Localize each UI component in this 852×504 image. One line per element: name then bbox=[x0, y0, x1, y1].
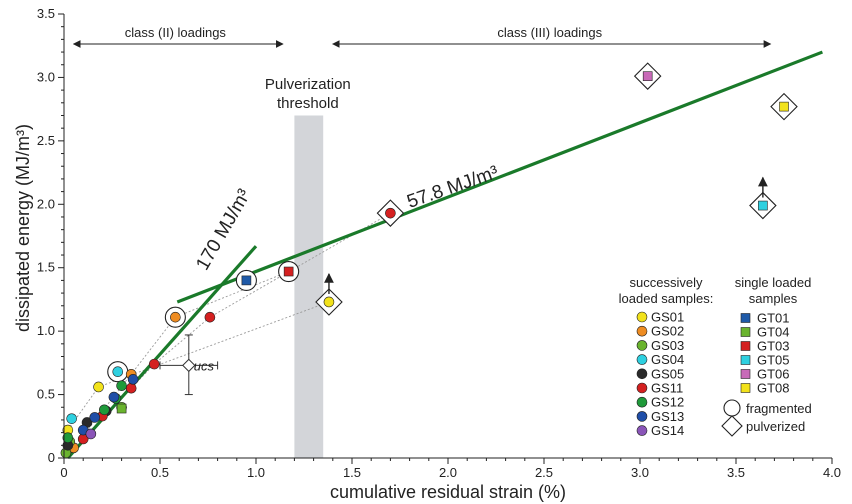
ucs-label: ucs bbox=[194, 358, 215, 373]
legend-label-gt05: GT05 bbox=[757, 353, 790, 368]
legend-label-gt03: GT03 bbox=[757, 339, 790, 354]
y-tick-label-0: 0 bbox=[48, 450, 55, 465]
y-tick-label-1: 0.5 bbox=[37, 387, 55, 402]
legend-label-gs13: GS13 bbox=[651, 409, 684, 424]
axes: 0 0.5 1.0 1.5 2.0 2.5 3.0 3.5 4.0 0 0.5 1.0 1.5 2.0 2.… bbox=[13, 6, 841, 502]
legend-swatch-gt03 bbox=[740, 341, 751, 351]
y-tick-label-7: 3.5 bbox=[37, 6, 55, 21]
legend-successive-title-2: loaded samples: bbox=[619, 291, 714, 306]
y-tick-label-3: 1.5 bbox=[37, 260, 55, 275]
legend-fragmented-label: fragmented bbox=[746, 401, 812, 416]
y-tick-label-2: 1.0 bbox=[37, 323, 55, 338]
legend-pulverized-swatch bbox=[721, 415, 743, 437]
point-gs11-3 bbox=[148, 358, 160, 370]
y-tick-label-6: 3.0 bbox=[37, 69, 55, 84]
legend-label-gt06: GT06 bbox=[757, 367, 790, 382]
trend-line-2 bbox=[176, 50, 823, 304]
trend-lines bbox=[66, 50, 823, 460]
legend-successive-title-1: successively bbox=[630, 275, 703, 290]
x-tick-label-0: 0 bbox=[60, 465, 67, 480]
point-gs01-2 bbox=[323, 296, 335, 308]
legend-swatch-gt08 bbox=[740, 383, 751, 393]
legend-label-gt04: GT04 bbox=[757, 325, 790, 340]
legend-swatch-gs03 bbox=[636, 340, 648, 351]
legend-label-gs11: GS11 bbox=[651, 381, 683, 396]
point-gs04-1 bbox=[112, 366, 124, 378]
slope-label-1: 170 MJ/m³ bbox=[192, 186, 255, 274]
legend-swatch-gs02 bbox=[636, 325, 648, 337]
legend-single-title-2: samples bbox=[749, 291, 798, 306]
legend-swatch-gt04 bbox=[740, 327, 751, 337]
point-gs11-2 bbox=[125, 382, 137, 394]
legend-label-gs02: GS02 bbox=[651, 324, 684, 339]
legend-swatch-gs11 bbox=[636, 382, 648, 394]
legend-fragmented-swatch bbox=[723, 399, 741, 417]
point-gt06-0 bbox=[642, 71, 653, 81]
legend-swatch-gs14 bbox=[636, 425, 648, 436]
legend-label-gs01: GS01 bbox=[651, 310, 684, 325]
y-tick-label-5: 2.5 bbox=[37, 133, 55, 148]
x-tick-label-7: 3.5 bbox=[727, 465, 745, 480]
legend-swatch-gs01 bbox=[636, 311, 648, 323]
ucs-diamond bbox=[182, 358, 196, 373]
legend-single-title-1: single loaded bbox=[735, 275, 812, 290]
point-gs01-1 bbox=[93, 381, 104, 393]
slope-label-2: 57.8 MJ/m³ bbox=[404, 162, 501, 213]
class3-label: class (III) loadings bbox=[497, 25, 602, 40]
point-gs12-1 bbox=[99, 404, 110, 416]
legend-label-gt08: GT08 bbox=[757, 381, 790, 396]
trend-line-1 bbox=[66, 245, 258, 460]
legend-label-gs14: GS14 bbox=[651, 423, 684, 438]
x-tick-label-1: 0.5 bbox=[151, 465, 169, 480]
dotted-path-1 bbox=[73, 271, 289, 449]
legend-swatch-gt01 bbox=[740, 313, 751, 323]
legend-swatch-gs13 bbox=[636, 411, 648, 422]
dotted-path-2 bbox=[130, 212, 391, 389]
point-gt05-0 bbox=[758, 200, 768, 211]
data-points bbox=[60, 62, 798, 459]
point-gs13-2 bbox=[108, 391, 120, 403]
point-gs13-3 bbox=[127, 374, 139, 385]
legend-label-gt01: GT01 bbox=[757, 311, 790, 326]
point-gs11-5 bbox=[385, 207, 396, 219]
point-gs12-2 bbox=[116, 380, 127, 391]
threshold-label-2: threshold bbox=[277, 95, 339, 112]
legend-swatch-gs04 bbox=[636, 354, 648, 365]
point-gs12-0 bbox=[62, 432, 74, 444]
threshold-label-1: Pulverization bbox=[265, 76, 351, 93]
class2-label: class (II) loadings bbox=[125, 25, 227, 40]
legend-swatch-gt05 bbox=[740, 355, 751, 365]
legend-label-gs05: GS05 bbox=[651, 366, 684, 381]
pulverization-band bbox=[294, 115, 324, 458]
x-tick-label-8: 4.0 bbox=[823, 465, 841, 480]
point-gt03-0 bbox=[283, 266, 294, 277]
x-tick-label-2: 1.0 bbox=[247, 465, 265, 480]
legend-swatch-gt06 bbox=[740, 369, 751, 379]
point-gt01-0 bbox=[241, 275, 252, 286]
legend-label-gs12: GS12 bbox=[651, 395, 684, 410]
point-gs02-2 bbox=[170, 311, 181, 323]
x-tick-label-4: 2.0 bbox=[439, 465, 457, 480]
y-axis-title: dissipated energy (MJ/m³) bbox=[13, 124, 33, 332]
legend-pulverized-label: pulverized bbox=[746, 419, 805, 434]
point-gs11-4 bbox=[204, 311, 216, 323]
point-gt08-0 bbox=[779, 101, 789, 112]
x-tick-label-6: 3.0 bbox=[631, 465, 649, 480]
legend-swatch-gs05 bbox=[636, 368, 648, 380]
point-gt04-0 bbox=[116, 403, 127, 414]
y-tick-label-4: 2.0 bbox=[37, 196, 55, 211]
x-axis-title: cumulative residual strain (%) bbox=[330, 482, 566, 502]
legend-label-gs03: GS03 bbox=[651, 338, 684, 353]
point-gs04-0 bbox=[66, 413, 77, 424]
plot-background bbox=[294, 115, 324, 458]
legend-label-gs04: GS04 bbox=[651, 352, 684, 367]
point-gs13-1 bbox=[89, 412, 101, 423]
x-tick-label-3: 1.5 bbox=[343, 465, 361, 480]
legend-swatch-gs12 bbox=[636, 396, 648, 408]
point-gs14-0 bbox=[85, 428, 97, 440]
x-tick-label-5: 2.5 bbox=[535, 465, 553, 480]
